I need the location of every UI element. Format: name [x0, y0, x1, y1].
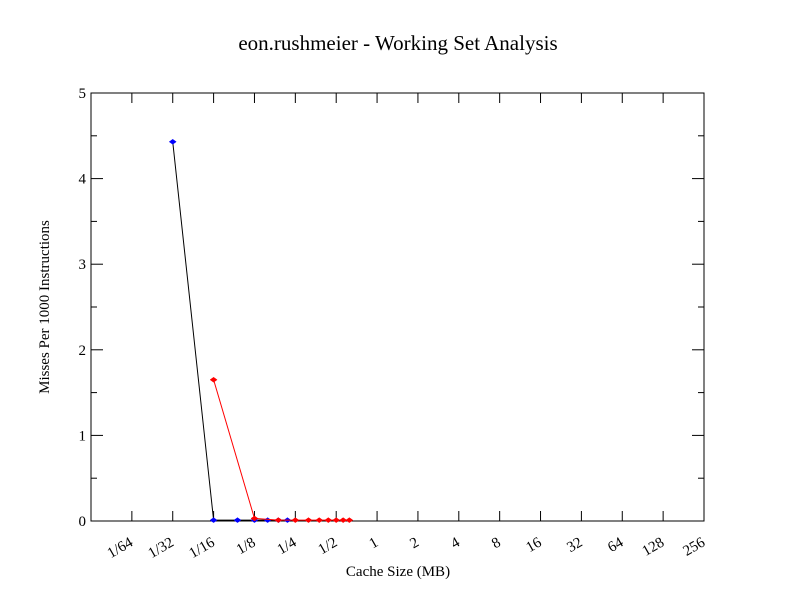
y-tick-label: 1	[79, 428, 87, 444]
x-tick-label: 1/16	[187, 534, 219, 561]
x-tick-label: 1/4	[275, 534, 300, 558]
x-axis: 1/64 1/32 1/16 1/8 1/4 1/2 1 2 4 8 16 32 64 128 256	[105, 93, 709, 562]
y-tick-label: 5	[79, 86, 87, 102]
x-axis-label: Cache Size (MB)	[346, 564, 450, 580]
series-2-point	[324, 517, 333, 523]
x-tick-label: 16	[524, 534, 545, 556]
x-tick-label: 64	[605, 534, 626, 556]
x-tick-label: 1/2	[316, 535, 341, 558]
chart-title: eon.rushmeier - Working Set Analysis	[238, 31, 557, 55]
series-2-point	[332, 517, 341, 523]
x-tick-label: 1	[367, 535, 381, 553]
series-2-point	[304, 517, 313, 523]
series-1-point	[263, 517, 272, 523]
x-tick-label: 128	[640, 535, 667, 560]
series-2-line	[213, 379, 350, 521]
series-2-point	[291, 517, 300, 523]
series-2-point	[209, 376, 218, 383]
y-tick-label: 3	[79, 257, 87, 273]
series-layer	[168, 138, 354, 523]
x-tick-label: 32	[564, 535, 585, 556]
series-2-point	[250, 515, 259, 522]
x-tick-label: 8	[489, 535, 503, 553]
series-1-point	[233, 517, 242, 523]
x-tick-label: 1/64	[105, 534, 137, 561]
series-1-point	[168, 138, 177, 145]
x-tick-label: 1/8	[234, 535, 259, 558]
series-2-point	[345, 517, 354, 523]
y-axis-label: Misses Per 1000 Instructions	[37, 220, 53, 394]
y-tick-label: 0	[79, 514, 87, 530]
series-1-line	[172, 141, 288, 521]
series-1-point	[209, 517, 218, 523]
x-tick-label: 2	[407, 535, 421, 553]
y-tick-label: 4	[79, 172, 87, 188]
series-2-point	[274, 517, 283, 523]
y-tick-label: 2	[79, 343, 87, 359]
x-tick-label: 1/32	[146, 535, 177, 562]
series-2-point	[315, 517, 324, 523]
x-tick-label: 4	[448, 534, 463, 552]
x-tick-label: 256	[681, 534, 709, 559]
plot-area	[90, 92, 705, 522]
y-axis: 0 1 2 3 4 5	[79, 86, 704, 530]
